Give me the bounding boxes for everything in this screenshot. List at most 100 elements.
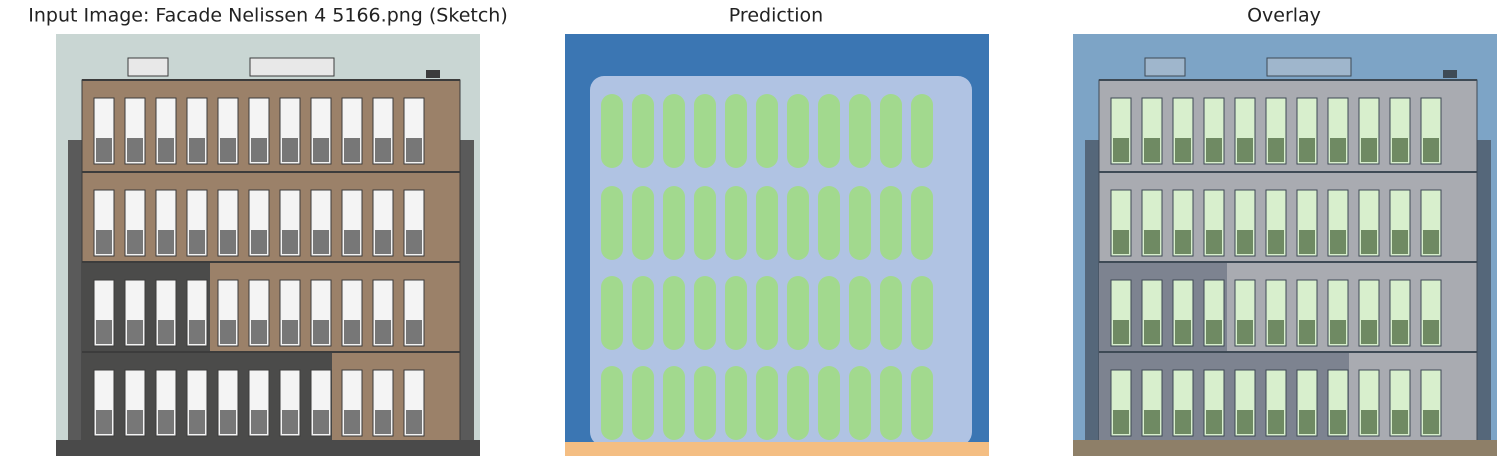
window-lower (1330, 138, 1346, 162)
window-class (663, 94, 685, 168)
window-lower (344, 230, 360, 254)
window-lower (96, 410, 112, 434)
window-lower (251, 410, 267, 434)
window-lower (1175, 320, 1191, 344)
window-lower (189, 138, 205, 162)
window-lower (127, 230, 143, 254)
window-class (787, 276, 809, 350)
window-class (694, 94, 716, 168)
window-lower (406, 138, 422, 162)
window-lower (1144, 410, 1160, 434)
window-lower (1175, 230, 1191, 254)
window-lower (1299, 230, 1315, 254)
window-class (663, 186, 685, 260)
window-class (601, 186, 623, 260)
window-class (849, 94, 871, 168)
window-class (663, 366, 685, 440)
window-lower (1113, 138, 1129, 162)
window-class (911, 276, 933, 350)
window-lower (1268, 320, 1284, 344)
window-lower (1175, 138, 1191, 162)
stairs (460, 140, 474, 440)
window-class (632, 186, 654, 260)
window-lower (220, 230, 236, 254)
window-class (911, 94, 933, 168)
window-lower (1392, 410, 1408, 434)
window-lower (406, 410, 422, 434)
window-class (849, 186, 871, 260)
roof-unit (1144, 57, 1186, 77)
prediction-image (565, 34, 989, 456)
overlay-image (1073, 34, 1497, 456)
window-class (849, 276, 871, 350)
window-class (911, 186, 933, 260)
window-lower (1144, 138, 1160, 162)
window-class (694, 366, 716, 440)
window-lower (1423, 320, 1439, 344)
window-lower (96, 138, 112, 162)
window-lower (1113, 230, 1129, 254)
window-lower (1206, 410, 1222, 434)
window-lower (406, 230, 422, 254)
window-lower (220, 410, 236, 434)
window-class (787, 94, 809, 168)
window-lower (127, 138, 143, 162)
window-class (880, 94, 902, 168)
window-lower (220, 320, 236, 344)
window-lower (1206, 230, 1222, 254)
window-lower (1361, 138, 1377, 162)
window-lower (158, 320, 174, 344)
panel-title: Input Image: Facade Nelissen 4 5166.png … (28, 5, 507, 27)
window-class (725, 276, 747, 350)
window-class (787, 186, 809, 260)
window-lower (1144, 320, 1160, 344)
window-class (694, 186, 716, 260)
window-lower (1237, 410, 1253, 434)
window-lower (1423, 410, 1439, 434)
window-lower (1268, 138, 1284, 162)
window-lower (1237, 138, 1253, 162)
window-lower (282, 230, 298, 254)
window-lower (1299, 138, 1315, 162)
window-lower (96, 320, 112, 344)
window-lower (375, 320, 391, 344)
window-lower (158, 410, 174, 434)
input-image (56, 34, 480, 456)
window-lower (127, 410, 143, 434)
roof-unit (127, 57, 169, 77)
window-class (756, 366, 778, 440)
window-class (694, 276, 716, 350)
window-class (725, 94, 747, 168)
window-lower (1392, 138, 1408, 162)
window-lower (1206, 320, 1222, 344)
window-class (818, 94, 840, 168)
window-lower (96, 230, 112, 254)
window-lower (158, 138, 174, 162)
window-lower (375, 138, 391, 162)
window-lower (1330, 320, 1346, 344)
ground (56, 440, 480, 456)
window-lower (1299, 320, 1315, 344)
window-lower (1113, 320, 1129, 344)
window-lower (344, 138, 360, 162)
window-class (601, 94, 623, 168)
window-class (601, 276, 623, 350)
window-class (663, 276, 685, 350)
window-class (725, 366, 747, 440)
window-class (725, 186, 747, 260)
window-lower (1175, 410, 1191, 434)
window-lower (251, 230, 267, 254)
window-class (880, 186, 902, 260)
window-class (756, 276, 778, 350)
window-class (818, 366, 840, 440)
window-lower (189, 410, 205, 434)
window-lower (189, 230, 205, 254)
window-class (880, 366, 902, 440)
window-lower (1392, 320, 1408, 344)
window-lower (313, 138, 329, 162)
window-class (632, 276, 654, 350)
roof-unit (1443, 70, 1457, 78)
window-class (818, 276, 840, 350)
window-lower (1113, 410, 1129, 434)
window-lower (344, 320, 360, 344)
